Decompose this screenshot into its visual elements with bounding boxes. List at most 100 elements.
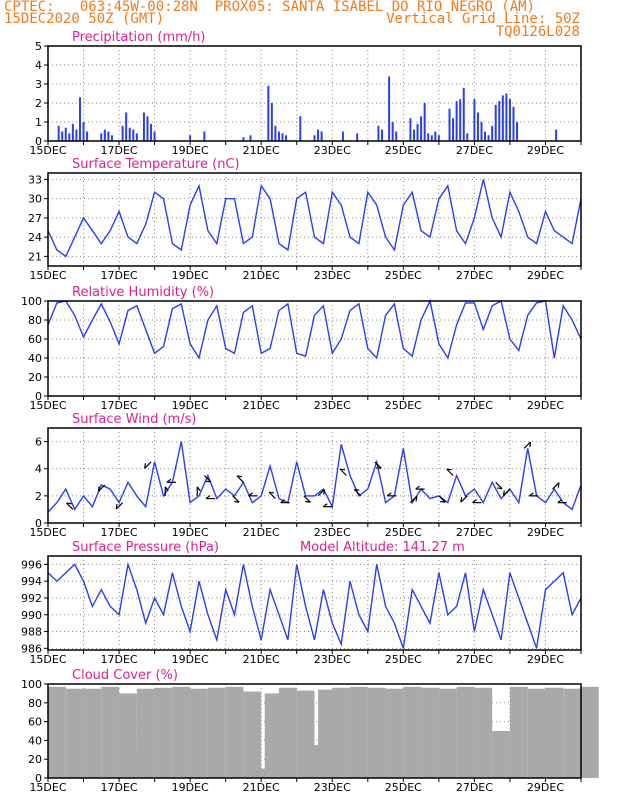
cloud-bar	[350, 686, 368, 778]
y-tick-label: 1	[35, 116, 42, 129]
panel-frame	[47, 172, 582, 267]
x-date-label: 17DEC	[101, 144, 138, 157]
panel-6: 0 20 40 60 80 100 15DEC 17DEC 19DEC 21DEC 23DEC 25D…	[21, 668, 599, 794]
panel-5: 986 988 990 992 994 996 15DEC 17DEC 19DEC 21DEC 23…	[21, 540, 582, 666]
wind-arrow	[232, 495, 240, 503]
panel-frame	[47, 427, 582, 524]
header-line2-right: Vertical Grid Line: 50Z	[386, 11, 580, 27]
wind-arrow-head	[66, 502, 72, 505]
wind-arrow-head	[205, 480, 211, 483]
precip-bar	[555, 129, 558, 141]
header-line2-left: 15DEC2020 50Z (GMT)	[4, 11, 165, 27]
cloud-bar	[65, 688, 84, 778]
wind-arrow	[410, 495, 418, 504]
wind-arrow-head	[440, 500, 446, 503]
precip-bar	[317, 129, 320, 141]
x-date-label: 27DEC	[456, 399, 493, 412]
panel-3: 0 20 40 60 80 100 15DEC 17DEC 19DEC 21DEC 23DEC 25D…	[21, 285, 582, 412]
cloud-bar	[154, 687, 173, 778]
precip-bar	[388, 76, 391, 141]
precip-bar	[313, 135, 316, 141]
x-date-label: 15DEC	[29, 399, 66, 412]
precip-bar	[476, 112, 479, 141]
wind-arrow	[339, 468, 347, 476]
precip-bar	[391, 122, 394, 141]
x-date-label: 15DEC	[29, 269, 66, 282]
x-date-label: 29DEC	[527, 781, 564, 794]
precip-bar	[82, 122, 85, 141]
precip-bar	[142, 112, 145, 141]
precip-bar	[103, 129, 106, 141]
cloud-bar	[527, 688, 546, 778]
wind-arrow-head	[557, 482, 560, 488]
precip-bar	[473, 99, 476, 141]
precip-bar	[512, 106, 515, 141]
wind-arrow-head	[415, 496, 418, 502]
precip-bar	[57, 125, 60, 141]
panel-title: Relative Humidity (%)	[72, 285, 214, 300]
x-date-label: 29DEC	[527, 399, 564, 412]
y-tick-label: 20	[28, 753, 42, 766]
x-date-label: 25DEC	[385, 653, 422, 666]
wind-arrow	[460, 495, 468, 503]
precip-bar	[299, 116, 302, 141]
x-date-label: 27DEC	[456, 144, 493, 157]
precip-bar	[356, 133, 359, 141]
wind-arrow	[203, 475, 212, 483]
cloud-bar	[421, 687, 439, 778]
x-date-label: 27DEC	[456, 269, 493, 282]
panel-title: Cloud Cover (%)	[72, 668, 178, 683]
x-date-label: 17DEC	[101, 526, 138, 539]
precip-bar	[409, 118, 412, 141]
precip-bar	[487, 135, 490, 141]
precip-bar	[86, 131, 89, 141]
y-tick-label: 27	[28, 212, 42, 225]
panel-1: 0 1 2 3 4 5 15DEC 17DEC 19DEC 21DEC 23DEC 25DEC 27DE…	[29, 30, 582, 157]
cloud-bar	[207, 687, 226, 778]
precip-bar	[412, 129, 415, 141]
x-date-label: 19DEC	[172, 781, 209, 794]
wind-arrow-head	[164, 486, 169, 492]
cloud-bar	[332, 687, 351, 778]
cloud-bar	[190, 688, 208, 778]
x-date-label: 17DEC	[101, 781, 138, 794]
wind-arrow	[144, 461, 152, 469]
panel-title: Precipitation (mm/h)	[72, 30, 205, 45]
precip-bar	[377, 125, 380, 141]
wind-arrow-head	[340, 468, 346, 471]
wind-arrow-head	[205, 495, 211, 500]
wind-arrow	[552, 482, 560, 490]
precip-bar	[107, 131, 110, 141]
precip-bar	[427, 133, 430, 141]
cloud-bar	[492, 731, 510, 778]
precip-bar	[466, 133, 469, 141]
precip-bar	[423, 103, 426, 141]
x-date-label: 17DEC	[101, 269, 138, 282]
x-date-label: 23DEC	[314, 269, 351, 282]
precip-bar	[71, 123, 74, 141]
wind-arrow	[495, 481, 503, 490]
y-tick-label: 24	[28, 231, 42, 244]
x-date-label: 15DEC	[29, 144, 66, 157]
y-tick-label: 0	[35, 772, 42, 785]
cloud-bar	[581, 686, 599, 778]
y-tick-label: 40	[28, 352, 42, 365]
x-date-label: 25DEC	[385, 269, 422, 282]
precip-bar	[150, 123, 153, 141]
x-date-label: 15DEC	[29, 781, 66, 794]
cloud-bar	[243, 691, 262, 778]
panel-annotation: Model Altitude: 141.27 m	[300, 540, 465, 555]
precip-bar	[267, 85, 270, 141]
cloud-bar	[545, 687, 564, 778]
cloud-bar	[83, 688, 102, 778]
precip-bar	[341, 131, 344, 141]
wind-arrow	[66, 502, 74, 510]
x-date-label: 23DEC	[314, 399, 351, 412]
precip-bar	[320, 131, 323, 141]
x-date-label: 21DEC	[243, 781, 280, 794]
x-date-label: 29DEC	[527, 269, 564, 282]
precip-bar	[416, 123, 419, 141]
wind-arrow-head	[528, 492, 534, 497]
wind-arrow-head	[502, 490, 505, 496]
